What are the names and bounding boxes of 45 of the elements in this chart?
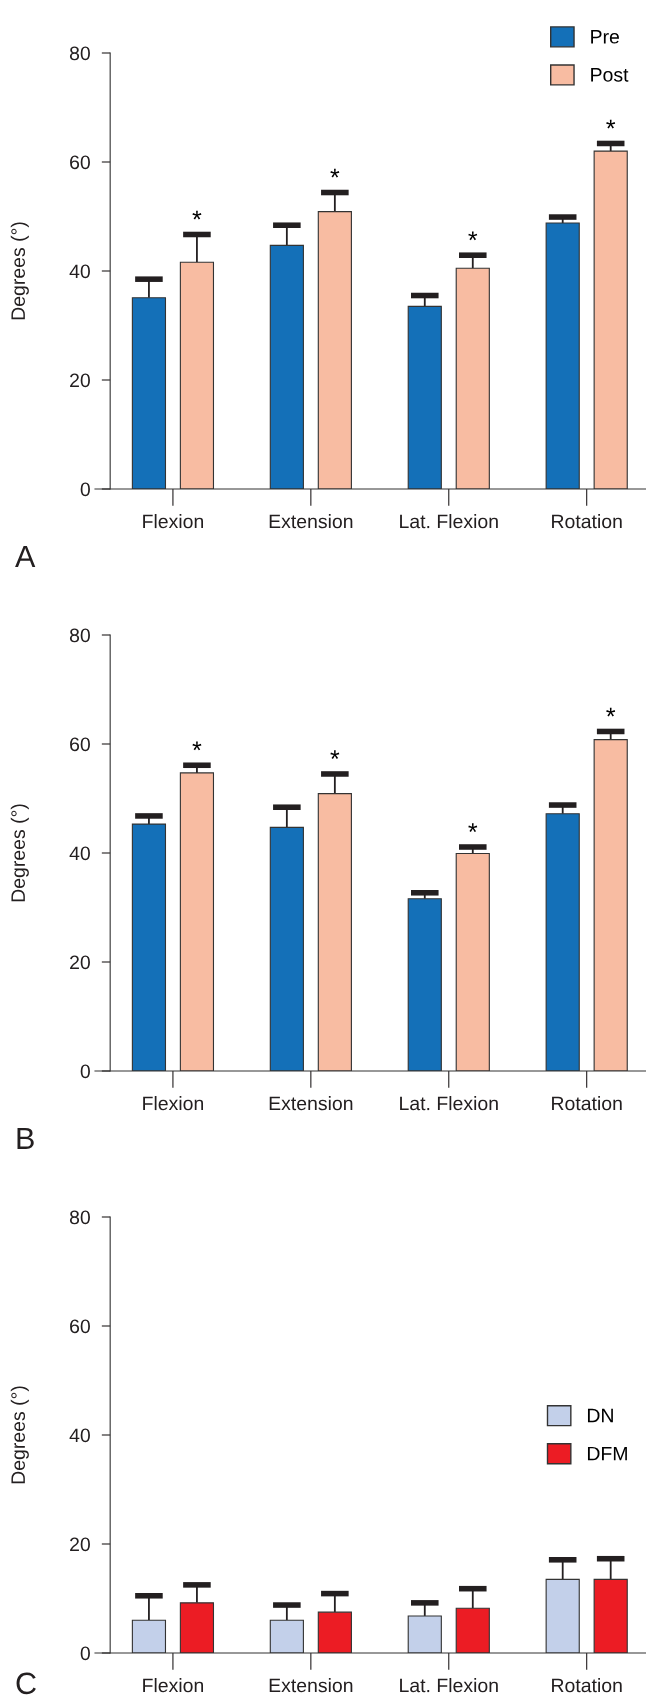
annotation: * [468,231,478,241]
annotation: * [330,168,340,178]
x-tick-label: Flexion [143,514,204,529]
x-tick-label: Lat. Flexion [400,1678,498,1693]
x-tick-label: Extension [269,514,353,529]
text: C [16,1672,36,1695]
legend-label: Pre [591,30,619,44]
y-tick-label: 80 [69,1210,90,1225]
x-tick-label: Extension [269,1096,353,1111]
legend-label: Post [591,68,629,82]
y-tick-label: 40 [69,264,90,279]
text: B [17,1127,34,1149]
x-tick-label: Rotation [552,514,622,529]
x-tick-label: Lat. Flexion [400,1096,498,1111]
legend-label: DFM [587,1446,627,1461]
annotation: * [192,741,202,751]
y-tick-label: 80 [69,628,90,643]
y-axis-title: Degrees (°) [10,222,29,320]
y-tick-label: 60 [70,155,90,170]
y-tick-label: 20 [70,373,90,388]
text: A [15,545,36,567]
y-tick-label: 40 [69,1428,90,1443]
legend-label: DN [587,1408,613,1423]
y-tick-label: 60 [70,737,90,752]
y-axis-title: Degrees (°) [10,804,29,902]
x-tick-label: Lat. Flexion [400,514,498,529]
x-tick-label: Extension [269,1678,353,1693]
annotation: * [330,750,340,759]
y-tick-label: 40 [69,846,90,861]
y-axis-title: Degrees (°) [10,1386,29,1484]
annotation: * [606,707,616,717]
y-tick-label: 60 [70,1319,90,1334]
annotation: * [468,823,478,833]
y-tick-label: 20 [70,955,90,970]
y-tick-label: 0 [80,482,90,497]
x-tick-label: Rotation [552,1678,622,1693]
x-tick-label: Flexion [143,1096,204,1111]
x-tick-label: Rotation [552,1096,622,1111]
y-tick-label: 0 [80,1646,90,1661]
y-tick-label: 20 [70,1537,90,1552]
annotation: * [192,210,202,220]
x-tick-label: Flexion [143,1678,204,1693]
y-tick-label: 80 [69,46,90,61]
annotation: * [606,119,616,129]
y-tick-label: 0 [80,1064,90,1079]
